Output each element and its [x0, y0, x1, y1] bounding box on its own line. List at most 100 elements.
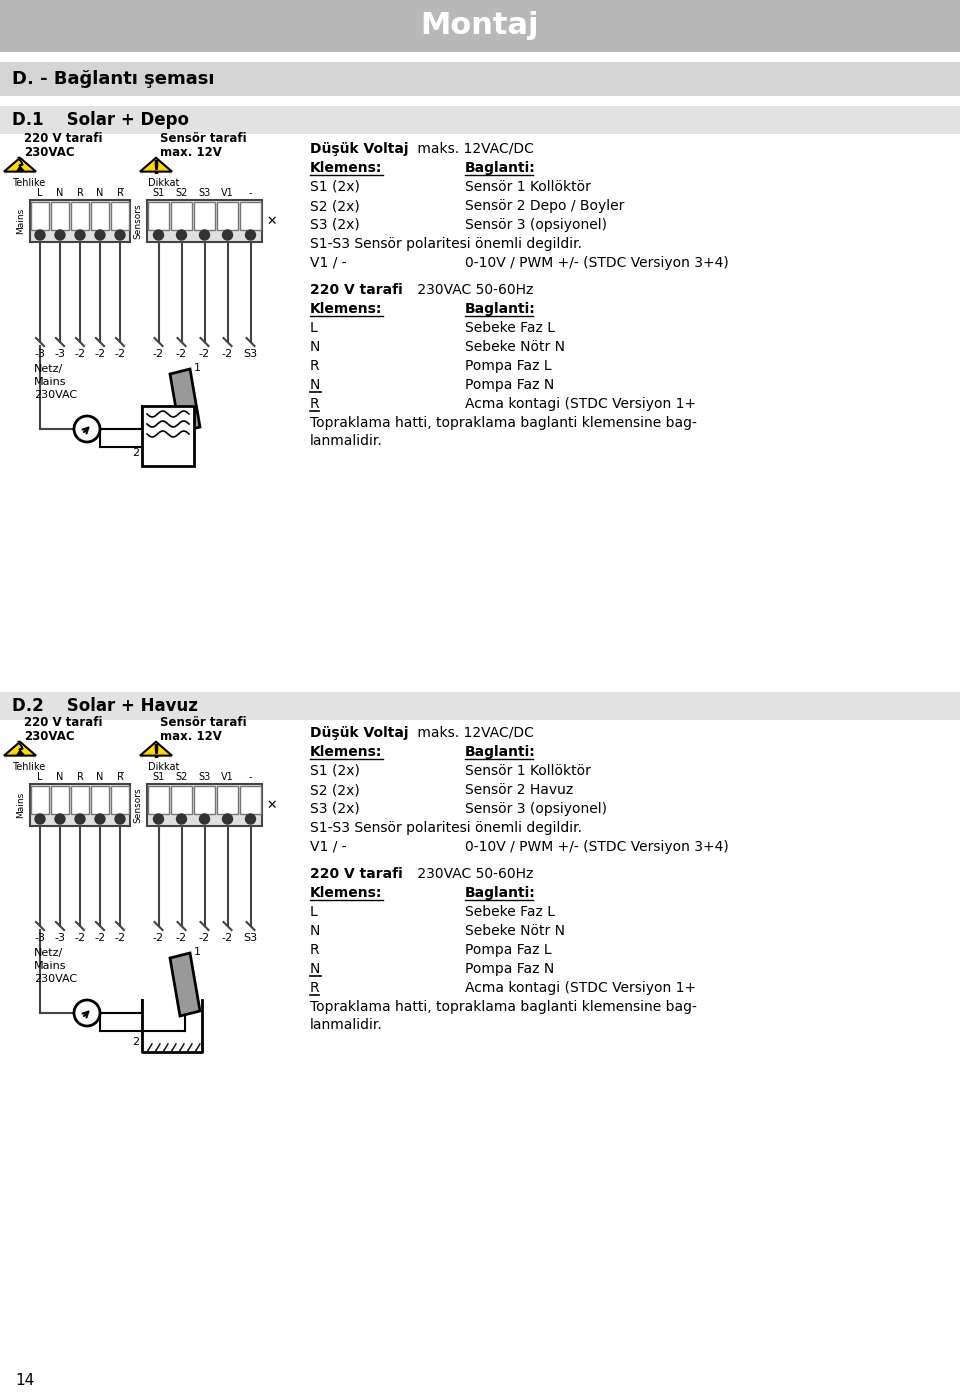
- Text: S3: S3: [244, 349, 257, 358]
- Bar: [31, 785, 49, 813]
- Text: ✕: ✕: [266, 214, 276, 227]
- Polygon shape: [140, 742, 172, 756]
- Circle shape: [223, 230, 232, 239]
- Bar: [142, 406, 194, 466]
- Text: R: R: [77, 771, 84, 783]
- Text: S3: S3: [244, 932, 257, 944]
- Text: !: !: [152, 160, 160, 178]
- Bar: [0, 0, 960, 52]
- Bar: [148, 202, 169, 230]
- Text: Baglanti:: Baglanti:: [465, 745, 536, 759]
- Text: Sensör 2 Depo / Boyler: Sensör 2 Depo / Boyler: [465, 199, 624, 213]
- Text: N: N: [310, 962, 321, 976]
- Text: N: N: [96, 771, 104, 783]
- Circle shape: [246, 230, 255, 239]
- Text: Pompa Faz N: Pompa Faz N: [465, 378, 554, 392]
- Text: N: N: [310, 340, 321, 354]
- Text: S1: S1: [153, 771, 164, 783]
- Text: -2: -2: [114, 932, 126, 944]
- Text: S1 (2x): S1 (2x): [310, 181, 360, 195]
- Text: Sensör tarafi: Sensör tarafi: [160, 715, 247, 729]
- Text: ✕: ✕: [266, 798, 276, 812]
- Circle shape: [115, 813, 125, 825]
- Polygon shape: [140, 158, 172, 172]
- Text: -2: -2: [94, 932, 106, 944]
- Text: Sensör 3 (opsiyonel): Sensör 3 (opsiyonel): [465, 802, 607, 816]
- Bar: [71, 785, 89, 813]
- Text: Sensör 2 Havuz: Sensör 2 Havuz: [465, 783, 573, 797]
- Text: Baglanti:: Baglanti:: [465, 886, 536, 900]
- Circle shape: [75, 813, 85, 825]
- Text: Tehlike: Tehlike: [12, 762, 45, 771]
- Text: maks. 12VAC/DC: maks. 12VAC/DC: [413, 141, 534, 155]
- Text: S2 (2x): S2 (2x): [310, 783, 360, 797]
- Text: max. 12V: max. 12V: [160, 729, 222, 743]
- Text: V1: V1: [221, 188, 234, 197]
- Text: R: R: [310, 981, 320, 995]
- Text: Klemens:: Klemens:: [310, 161, 382, 175]
- Text: V1: V1: [221, 771, 234, 783]
- Bar: [217, 785, 238, 813]
- Bar: [240, 785, 261, 813]
- Text: L: L: [310, 904, 318, 918]
- Text: Pompa Faz L: Pompa Faz L: [465, 358, 552, 372]
- Bar: [171, 202, 192, 230]
- Text: -: -: [249, 771, 252, 783]
- Text: 220 V tarafi: 220 V tarafi: [24, 132, 103, 146]
- Text: Dikkat: Dikkat: [148, 178, 180, 188]
- Polygon shape: [170, 953, 200, 1016]
- Text: -2: -2: [94, 349, 106, 358]
- Text: S2: S2: [176, 771, 188, 783]
- Bar: [147, 200, 262, 242]
- Text: R̅: R̅: [116, 771, 124, 783]
- Text: max. 12V: max. 12V: [160, 146, 222, 160]
- Circle shape: [75, 230, 85, 239]
- Text: S1 (2x): S1 (2x): [310, 764, 360, 778]
- Circle shape: [55, 230, 65, 239]
- Text: !: !: [152, 743, 160, 763]
- Text: N: N: [57, 771, 63, 783]
- Text: V1 / -: V1 / -: [310, 840, 347, 854]
- Text: Baglanti:: Baglanti:: [465, 161, 536, 175]
- Text: D.2    Solar + Havuz: D.2 Solar + Havuz: [12, 697, 198, 715]
- Bar: [194, 202, 215, 230]
- Text: Klemens:: Klemens:: [310, 302, 382, 316]
- Text: Düşük Voltaj: Düşük Voltaj: [310, 727, 409, 741]
- Circle shape: [35, 813, 45, 825]
- Bar: [240, 202, 261, 230]
- Bar: [111, 202, 129, 230]
- Text: -3: -3: [35, 349, 45, 358]
- Text: 2: 2: [132, 448, 139, 458]
- Circle shape: [177, 230, 186, 239]
- Text: Sebeke Nötr N: Sebeke Nötr N: [465, 924, 565, 938]
- Text: -2: -2: [222, 349, 233, 358]
- Text: -2: -2: [199, 349, 210, 358]
- Bar: [148, 785, 169, 813]
- Text: Montaj: Montaj: [420, 11, 540, 41]
- Bar: [30, 200, 130, 242]
- Text: S1-S3 Sensör polaritesi önemli degildir.: S1-S3 Sensör polaritesi önemli degildir.: [310, 237, 582, 251]
- Text: S3 (2x): S3 (2x): [310, 218, 360, 232]
- Text: -2: -2: [222, 932, 233, 944]
- Text: S3: S3: [199, 188, 210, 197]
- Text: N: N: [96, 188, 104, 197]
- Text: 230VAC: 230VAC: [24, 729, 75, 743]
- Circle shape: [115, 230, 125, 239]
- Text: Acma kontagi (STDC Versiyon 1+: Acma kontagi (STDC Versiyon 1+: [465, 398, 696, 412]
- Text: Sensör tarafi: Sensör tarafi: [160, 132, 247, 146]
- Bar: [91, 785, 109, 813]
- Text: Sebeke Faz L: Sebeke Faz L: [465, 904, 555, 918]
- Text: N: N: [310, 924, 321, 938]
- Bar: [30, 784, 130, 826]
- Bar: [31, 202, 49, 230]
- Text: Sensör 1 Kollöktör: Sensör 1 Kollöktör: [465, 764, 590, 778]
- Text: R̅: R̅: [116, 188, 124, 197]
- Text: -2: -2: [199, 932, 210, 944]
- Text: Sebeke Nötr N: Sebeke Nötr N: [465, 340, 565, 354]
- Text: maks. 12VAC/DC: maks. 12VAC/DC: [413, 727, 534, 741]
- Text: -3: -3: [35, 932, 45, 944]
- Text: -2: -2: [114, 349, 126, 358]
- Text: Netz/
Mains
230VAC: Netz/ Mains 230VAC: [34, 364, 77, 400]
- Text: V1 / -: V1 / -: [310, 256, 347, 270]
- Text: S1-S3 Sensör polaritesi önemli degildir.: S1-S3 Sensör polaritesi önemli degildir.: [310, 820, 582, 834]
